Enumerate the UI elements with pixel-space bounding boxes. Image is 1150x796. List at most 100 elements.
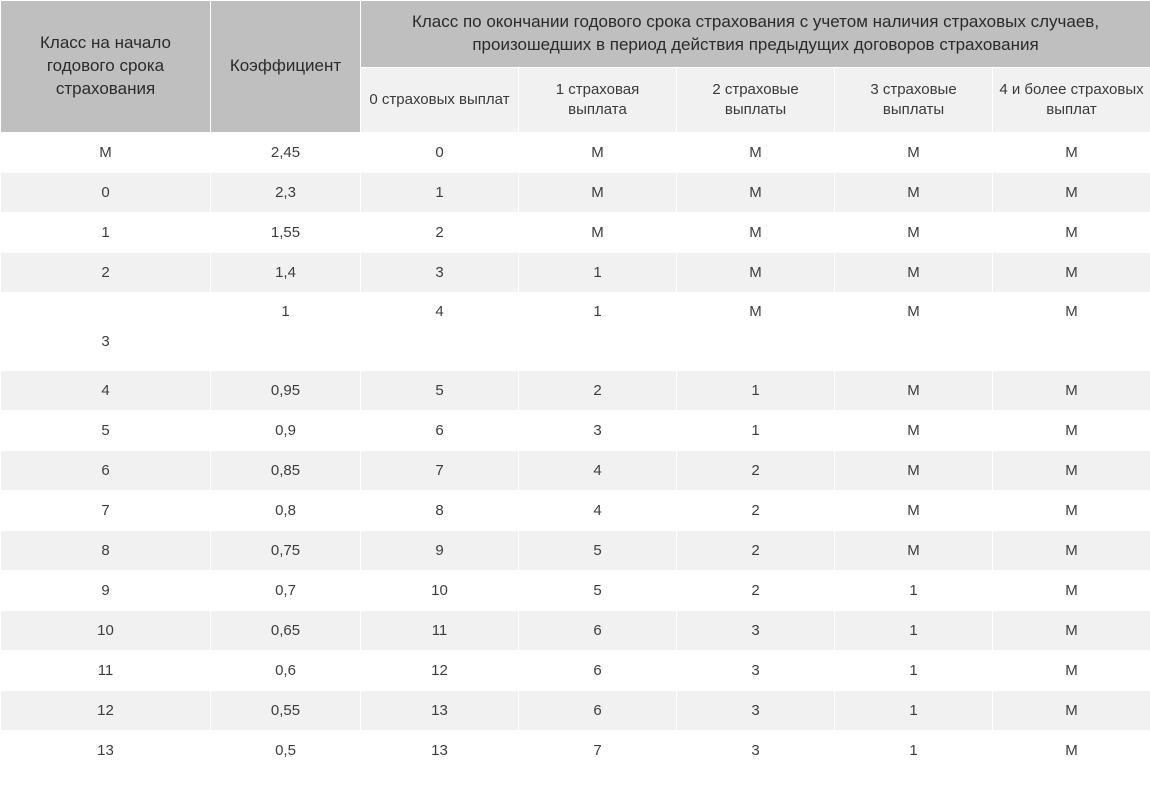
cell-result: М [993, 571, 1150, 611]
cell-coefficient: 0,85 [211, 451, 361, 491]
cell-result: 12 [361, 651, 519, 691]
cell-result: 6 [519, 691, 677, 731]
cell-result: 6 [361, 411, 519, 451]
table-row: 120,5513631М [1, 691, 1150, 731]
cell-coefficient: 0,75 [211, 531, 361, 571]
subheader-1-payout: 1 страховая выплата [519, 67, 677, 133]
cell-result: 1 [835, 571, 993, 611]
cell-result: 9 [361, 531, 519, 571]
cell-result: 2 [519, 371, 677, 411]
cell-result: 4 [519, 451, 677, 491]
cell-result: М [835, 411, 993, 451]
cell-coefficient: 0,95 [211, 371, 361, 411]
table-row: 90,710521М [1, 571, 1150, 611]
cell-result: М [993, 451, 1150, 491]
table-row: 3141МММ [1, 293, 1150, 371]
cell-coefficient: 0,65 [211, 611, 361, 651]
cell-result: 11 [361, 611, 519, 651]
table-body: М2,450ММММ02,31ММММ11,552ММММ21,431МММ31… [1, 133, 1150, 771]
cell-result: М [835, 491, 993, 531]
cell-result: М [993, 173, 1150, 213]
cell-coefficient: 0,55 [211, 691, 361, 731]
cell-result: 3 [677, 651, 835, 691]
cell-result: 1 [835, 611, 993, 651]
cell-result: 3 [677, 731, 835, 771]
cell-result: 1 [519, 293, 677, 371]
cell-result: М [835, 253, 993, 293]
cell-result: 0 [361, 133, 519, 173]
cell-result: М [993, 371, 1150, 411]
cell-class-start: 11 [1, 651, 211, 691]
table-head: Класс на начало годового срока страхован… [1, 1, 1150, 133]
cell-coefficient: 1,55 [211, 213, 361, 253]
cell-result: М [835, 173, 993, 213]
subheader-2-payouts: 2 страховые выплаты [677, 67, 835, 133]
cell-class-start: 5 [1, 411, 211, 451]
cell-class-start: 3 [1, 293, 211, 371]
cell-result: 1 [835, 731, 993, 771]
cell-result: М [993, 611, 1150, 651]
table-row: 02,31ММММ [1, 173, 1150, 213]
cell-result: 5 [519, 571, 677, 611]
table-row: 80,75952ММ [1, 531, 1150, 571]
cell-result: М [677, 173, 835, 213]
table-row: 11,552ММММ [1, 213, 1150, 253]
cell-result: 10 [361, 571, 519, 611]
cell-class-start: 4 [1, 371, 211, 411]
cell-class-start: 1 [1, 213, 211, 253]
cell-result: 1 [519, 253, 677, 293]
bonus-malus-table: Класс на начало годового срока страхован… [0, 0, 1150, 771]
cell-result: М [519, 213, 677, 253]
cell-coefficient: 2,3 [211, 173, 361, 213]
cell-result: М [993, 133, 1150, 173]
cell-result: 1 [835, 651, 993, 691]
subheader-0-payouts: 0 страховых выплат [361, 67, 519, 133]
cell-coefficient: 0,9 [211, 411, 361, 451]
cell-result: М [519, 133, 677, 173]
cell-result: 3 [677, 611, 835, 651]
table-row: 110,612631М [1, 651, 1150, 691]
header-coefficient: Коэффициент [211, 1, 361, 133]
cell-class-start: 7 [1, 491, 211, 531]
cell-result: 2 [677, 571, 835, 611]
cell-class-start: 12 [1, 691, 211, 731]
subheader-3-payouts: 3 страховые выплаты [835, 67, 993, 133]
cell-result: 2 [677, 491, 835, 531]
cell-result: 7 [519, 731, 677, 771]
cell-result: М [835, 531, 993, 571]
table-container: Класс на начало годового срока страхован… [0, 0, 1150, 771]
cell-result: 13 [361, 691, 519, 731]
cell-result: М [835, 213, 993, 253]
cell-result: 2 [361, 213, 519, 253]
cell-result: М [993, 691, 1150, 731]
cell-result: 8 [361, 491, 519, 531]
cell-coefficient: 0,6 [211, 651, 361, 691]
cell-class-start: 8 [1, 531, 211, 571]
table-row: 100,6511631М [1, 611, 1150, 651]
cell-result: 13 [361, 731, 519, 771]
cell-result: 5 [361, 371, 519, 411]
cell-result: М [993, 531, 1150, 571]
cell-result: 1 [677, 411, 835, 451]
table-row: 70,8842ММ [1, 491, 1150, 531]
cell-class-start: 2 [1, 253, 211, 293]
cell-result: 2 [677, 451, 835, 491]
table-row: М2,450ММММ [1, 133, 1150, 173]
cell-coefficient: 1 [211, 293, 361, 371]
cell-result: 7 [361, 451, 519, 491]
cell-class-start: 0 [1, 173, 211, 213]
cell-result: М [993, 213, 1150, 253]
cell-coefficient: 0,7 [211, 571, 361, 611]
table-row: 40,95521ММ [1, 371, 1150, 411]
table-row: 130,513731М [1, 731, 1150, 771]
cell-result: М [993, 651, 1150, 691]
cell-result: М [993, 293, 1150, 371]
cell-class-start: 13 [1, 731, 211, 771]
cell-result: 4 [519, 491, 677, 531]
subheader-4plus-payouts: 4 и более страховых выплат [993, 67, 1150, 133]
cell-result: 1 [361, 173, 519, 213]
cell-result: М [677, 213, 835, 253]
header-group-title: Класс по окончании годового срока страхо… [361, 1, 1150, 68]
table-row: 50,9631ММ [1, 411, 1150, 451]
cell-result: 3 [519, 411, 677, 451]
